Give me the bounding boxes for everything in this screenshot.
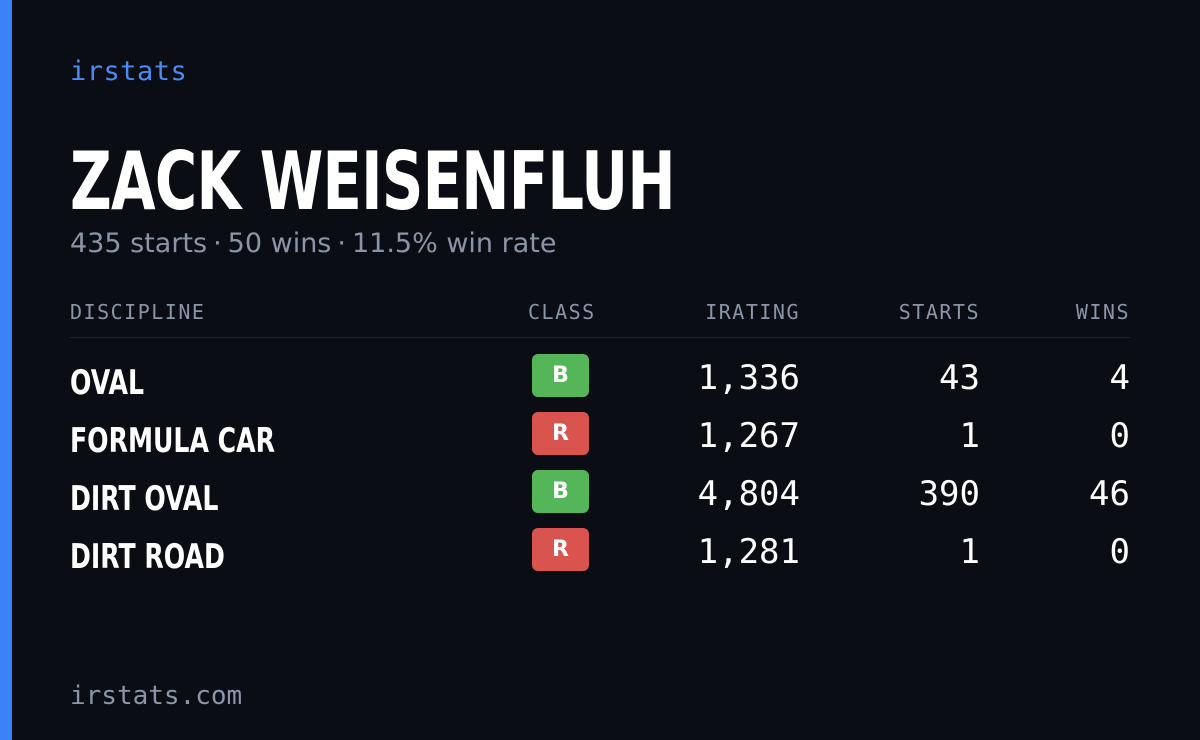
discipline-name: FORMULA CAR xyxy=(70,421,275,461)
starts-value: 1 xyxy=(959,532,980,572)
class-badge: R xyxy=(532,528,589,571)
starts-value: 1 xyxy=(959,416,980,456)
brand-logo: irstats xyxy=(70,56,188,87)
header-starts: STARTS xyxy=(898,300,980,324)
wins-value: 0 xyxy=(1109,532,1130,572)
footer-url: irstats.com xyxy=(70,681,243,711)
player-summary: 435 starts · 50 wins · 11.5% win rate xyxy=(70,228,556,259)
table-row: FORMULA CAR R 1,267 1 0 xyxy=(70,407,1130,465)
irating-value: 1,281 xyxy=(697,532,800,572)
class-badge: R xyxy=(532,412,589,455)
starts-summary: 435 starts xyxy=(70,228,208,259)
wins-summary: 50 wins xyxy=(227,228,332,259)
summary-separator: · xyxy=(337,228,346,259)
starts-value: 390 xyxy=(918,474,980,514)
header-discipline: DISCIPLINE xyxy=(70,300,206,324)
summary-separator: · xyxy=(213,228,222,259)
accent-bar xyxy=(0,0,12,740)
irating-value: 1,267 xyxy=(697,416,800,456)
header-wins: WINS xyxy=(1075,300,1130,324)
wins-value: 4 xyxy=(1109,358,1130,398)
starts-value: 43 xyxy=(939,358,980,398)
discipline-name: DIRT OVAL xyxy=(70,479,219,519)
header-divider xyxy=(70,337,1130,338)
table-row: OVAL B 1,336 43 4 xyxy=(70,349,1130,407)
discipline-name: OVAL xyxy=(70,363,144,403)
winrate-summary: 11.5% win rate xyxy=(351,228,557,259)
header-irating: IRATING xyxy=(705,300,800,324)
wins-value: 0 xyxy=(1109,416,1130,456)
irating-value: 4,804 xyxy=(697,474,800,514)
header-class: CLASS xyxy=(528,300,596,324)
table-row: DIRT ROAD R 1,281 1 0 xyxy=(70,523,1130,581)
class-badge: B xyxy=(532,354,589,397)
class-badge: B xyxy=(532,470,589,513)
irating-value: 1,336 xyxy=(697,358,800,398)
discipline-name: DIRT ROAD xyxy=(70,537,225,577)
player-name: ZACK WEISENFLUH xyxy=(70,135,676,228)
wins-value: 46 xyxy=(1089,474,1130,514)
table-row: DIRT OVAL B 4,804 390 46 xyxy=(70,465,1130,523)
